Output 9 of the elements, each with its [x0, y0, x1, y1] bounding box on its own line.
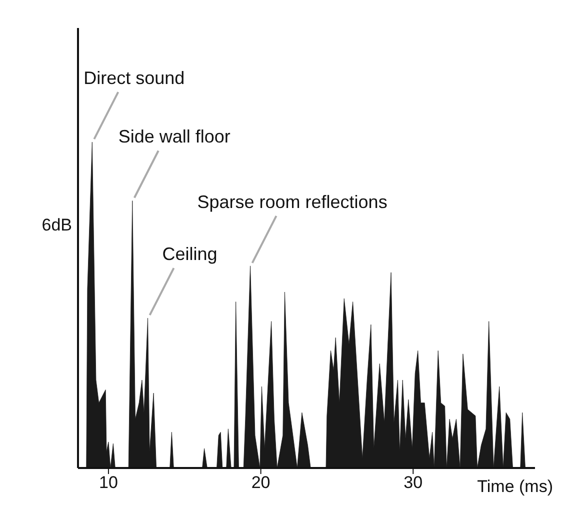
x-tick-label: 30	[404, 473, 423, 492]
x-axis-title: Time (ms)	[477, 477, 553, 496]
annotation: Direct sound	[84, 68, 185, 88]
annotation: Side wall floor	[118, 126, 230, 147]
y-axis-title: 6dB	[42, 215, 72, 234]
annotation: Ceiling	[162, 244, 218, 264]
x-tick-label: 10	[99, 473, 118, 492]
x-tick-label: 20	[251, 473, 270, 492]
annotation: Sparse room reflections	[197, 192, 388, 212]
